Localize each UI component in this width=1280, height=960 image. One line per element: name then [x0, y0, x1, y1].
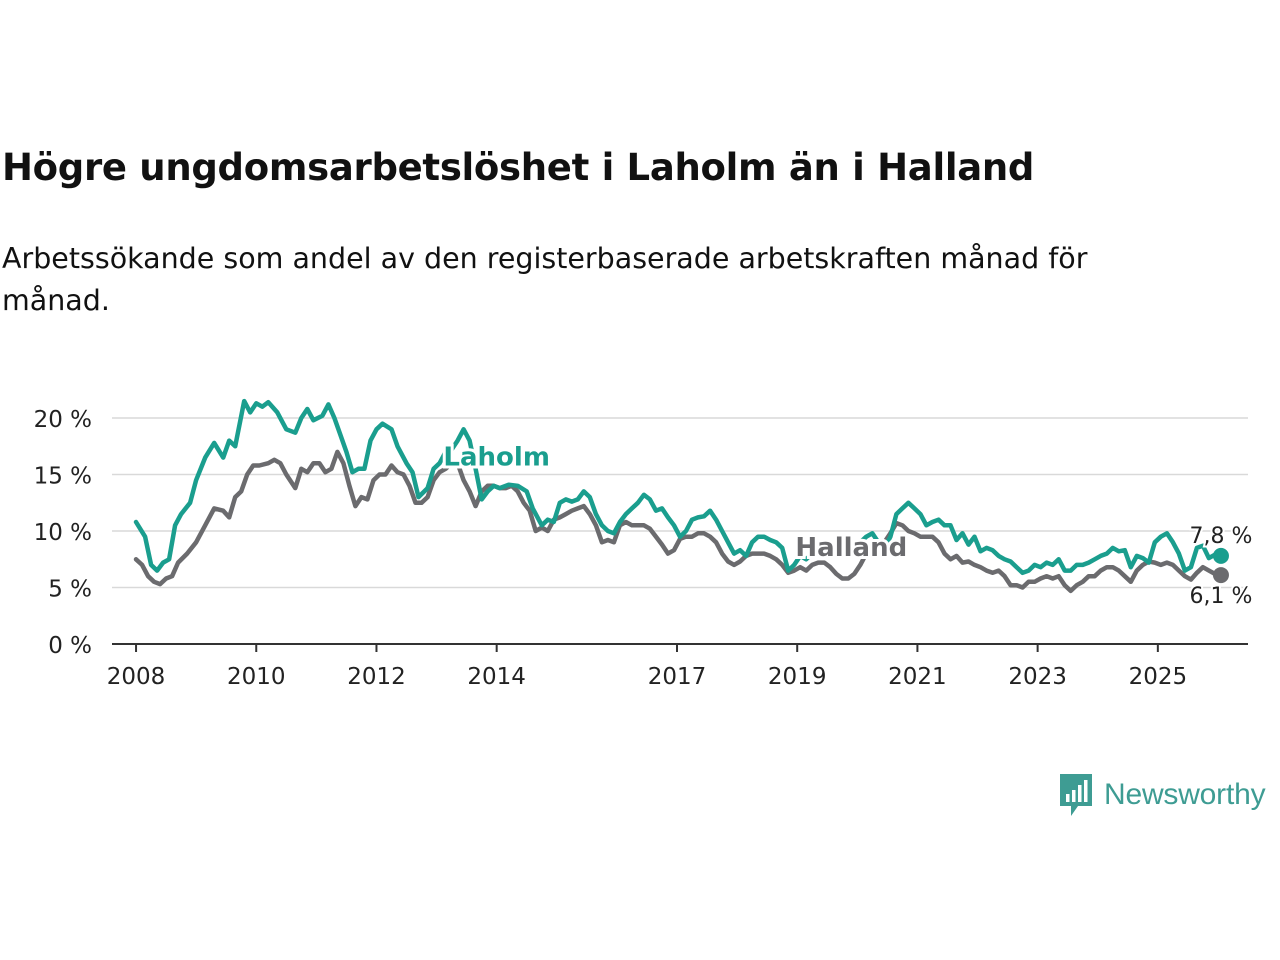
series-label-halland: Halland: [795, 533, 907, 563]
end-value-label-laholm: 7,8 %: [1190, 524, 1253, 549]
x-tick-label: 2010: [227, 664, 286, 690]
y-tick-label: 10 %: [34, 520, 92, 546]
series-annotations: Laholm Halland: [440, 439, 910, 565]
y-tick-label: 15 %: [34, 464, 92, 490]
x-tick-label: 2021: [888, 664, 947, 690]
line-chart: 0 %5 %10 %15 %20 % 2008 2010 2012 2014 2017 2…: [34, 398, 1255, 690]
y-axis: 0 % 5 % 10 % 15 % 20 %: [34, 407, 92, 659]
gridlines: [112, 417, 1248, 589]
x-tick-label: 2012: [347, 664, 406, 690]
end-markers: 7,8 % 6,1 %: [1188, 522, 1255, 611]
end-marker-halland: [1212, 567, 1229, 584]
x-axis: 2008 2010 2012 2014 2017 2019 2021 2023 2025: [107, 643, 1248, 690]
x-tick-label: 2025: [1129, 664, 1188, 690]
chart-subtitle: Arbetssökande som andel av den registerb…: [2, 242, 1088, 317]
y-tick-label: 5 %: [48, 577, 92, 603]
x-tick-label: 2017: [648, 664, 707, 690]
series-lines: [133, 398, 1224, 594]
y-tick-label: 20 %: [34, 407, 92, 433]
series-line-halland: [133, 449, 1224, 594]
end-value-label-halland: 6,1 %: [1190, 584, 1253, 609]
y-tick-label: 0 %: [48, 633, 92, 659]
newsworthy-wordmark: Newsworthy: [1104, 778, 1266, 811]
x-tick-label: 2023: [1008, 664, 1067, 690]
end-marker-laholm: [1212, 547, 1229, 564]
series-line-laholm: [133, 398, 1224, 576]
chart-title: Högre ungdomsarbetslöshet i Laholm än i …: [2, 146, 1035, 189]
x-tick-label: 2014: [467, 664, 526, 690]
x-tick-label: 2019: [768, 664, 827, 690]
series-label-laholm: Laholm: [443, 442, 550, 472]
x-tick-label: 2008: [107, 664, 166, 690]
newsworthy-logo: Newsworthy: [1058, 772, 1266, 818]
newsworthy-logo-icon: [1060, 774, 1092, 816]
